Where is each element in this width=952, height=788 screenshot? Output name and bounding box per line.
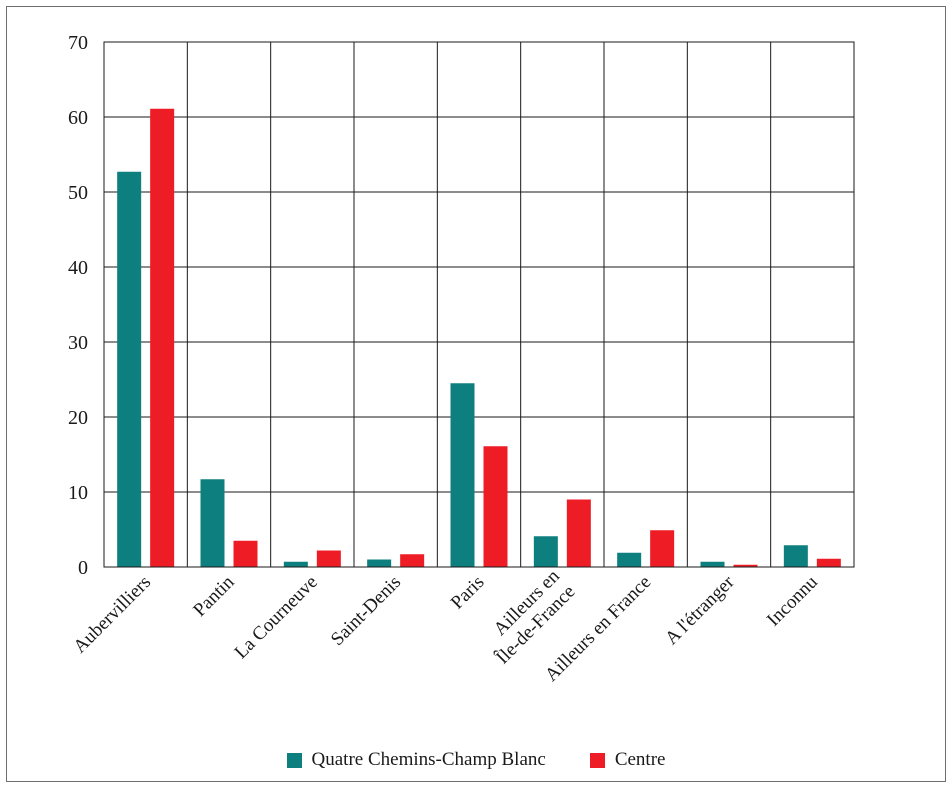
- x-tick-label-line: Paris: [447, 572, 489, 614]
- y-tick-label: 30: [68, 332, 88, 354]
- bar-series-1: [617, 552, 642, 567]
- x-tick-label: A l'étranger: [661, 571, 739, 649]
- bar-series-1: [367, 559, 392, 567]
- bar-series-2: [400, 554, 425, 567]
- bar-series-2: [233, 540, 258, 567]
- bar-series-1: [283, 561, 308, 567]
- legend-label-series-2: Centre: [614, 749, 666, 770]
- legend: Quatre Chemins-Champ Blanc Centre: [0, 748, 952, 772]
- x-tick-label-line: Inconnu: [763, 571, 822, 630]
- bar-series-2: [733, 564, 758, 567]
- bar-series-1: [200, 479, 225, 567]
- x-tick-label-line: La Courneuve: [231, 572, 322, 663]
- bar-series-1: [783, 545, 808, 567]
- y-tick-label: 60: [68, 107, 88, 129]
- bar-series-1: [700, 561, 725, 567]
- legend-swatch-series-2: [589, 752, 605, 768]
- bar-series-2: [566, 499, 591, 567]
- y-tick-label: 70: [68, 32, 88, 54]
- bar-series-1: [533, 536, 558, 567]
- bar-series-2: [816, 558, 841, 567]
- legend-label-series-1: Quatre Chemins-Champ Blanc: [311, 749, 546, 770]
- y-tick-label: 40: [68, 257, 88, 279]
- bar-series-2: [483, 446, 508, 567]
- x-tick-label: Paris: [447, 572, 489, 614]
- x-tick-label: Inconnu: [763, 571, 822, 630]
- y-tick-label: 10: [68, 482, 88, 504]
- x-tick-label: Saint-Denis: [327, 572, 405, 650]
- y-tick-label: 50: [68, 182, 88, 204]
- x-tick-label: Aubervilliers: [69, 572, 155, 658]
- x-tick-label-line: Saint-Denis: [327, 572, 405, 650]
- x-tick-label-line: Aubervilliers: [69, 572, 155, 658]
- legend-item-series-1: Quatre Chemins-Champ Blanc: [286, 749, 546, 771]
- legend-swatch-series-1: [286, 752, 302, 768]
- bar-series-2: [316, 550, 341, 567]
- bar-series-2: [650, 530, 675, 567]
- legend-item-series-2: Centre: [589, 749, 666, 771]
- plot-area: [103, 41, 855, 568]
- x-tick-label: La Courneuve: [231, 572, 322, 663]
- bar-series-1: [450, 383, 475, 567]
- y-tick-label: 20: [68, 407, 88, 429]
- x-tick-label: Pantin: [189, 571, 239, 621]
- y-tick-label: 0: [78, 557, 88, 579]
- bar-series-2: [150, 108, 175, 567]
- x-tick-label-line: A l'étranger: [661, 571, 739, 649]
- bar-series-1: [117, 171, 142, 567]
- x-tick-label-line: Pantin: [189, 571, 239, 621]
